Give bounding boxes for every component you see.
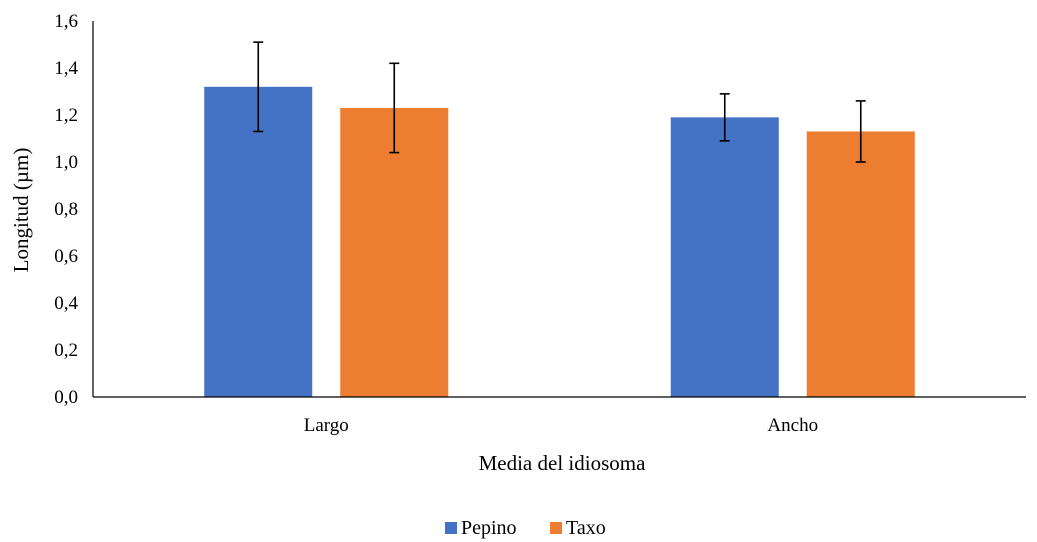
y-tick-label: 1,6	[54, 11, 78, 32]
y-tick-label: 1,0	[54, 152, 78, 173]
legend-swatch-taxo	[550, 522, 562, 534]
y-tick-label: 0,4	[54, 293, 78, 314]
bar-taxo-ancho	[806, 131, 915, 397]
x-tick-label-largo: Largo	[304, 415, 349, 436]
y-tick-label: 0,0	[54, 387, 78, 408]
error-bars-layer	[253, 41, 866, 163]
x-tick-label-ancho: Ancho	[767, 415, 818, 436]
y-tick-label: 0,8	[54, 199, 78, 220]
legend-label-pepino: Pepino	[461, 517, 517, 539]
y-tick-labels: 0,0 0,2 0,4 0,6 0,8 1,0 1,2 1,4 1,6	[54, 11, 78, 408]
bar-pepino-ancho	[670, 117, 779, 397]
bar-taxo-largo	[340, 107, 449, 397]
y-axis-title: Longitud (µm)	[9, 148, 33, 273]
y-tick-label: 0,2	[54, 340, 78, 361]
y-tick-label: 1,4	[54, 58, 78, 79]
x-tick-labels: Largo Ancho	[304, 415, 818, 436]
legend-label-taxo: Taxo	[566, 517, 606, 539]
bar-pepino-largo	[204, 86, 313, 398]
legend: Pepino Taxo	[445, 517, 606, 539]
y-tick-label: 1,2	[54, 105, 78, 126]
x-axis-title: Media del idiosoma	[479, 451, 646, 475]
axes-layer	[92, 21, 1026, 398]
legend-swatch-pepino	[445, 522, 457, 534]
y-tick-label: 0,6	[54, 246, 78, 267]
bars-layer	[204, 86, 915, 398]
